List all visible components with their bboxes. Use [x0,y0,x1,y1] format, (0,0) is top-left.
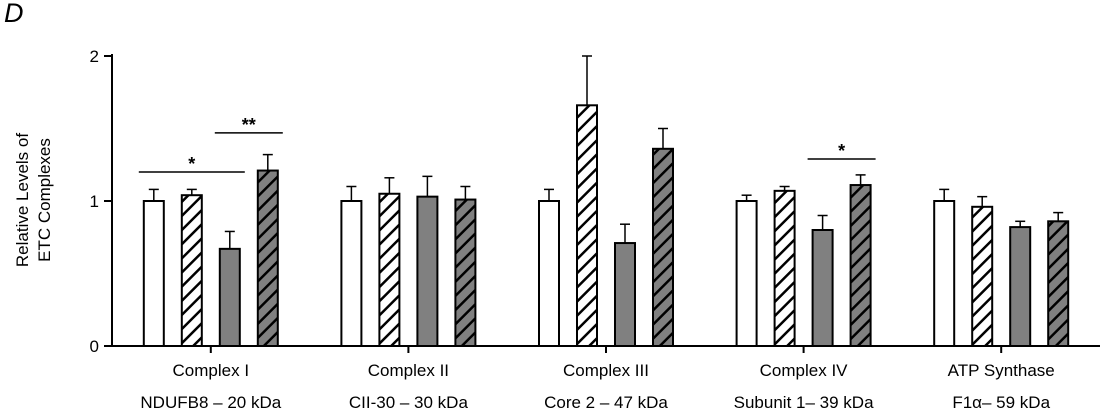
bar [933,200,956,347]
category-label: Complex III [563,361,649,380]
significance-label: * [188,154,195,174]
category-label: Complex IV [760,361,849,380]
bar [773,189,796,347]
bar [652,147,674,347]
y-axis-title: Relative Levels of ETC Complexes [13,133,54,267]
bar [1009,226,1032,348]
category-sublabel: CII-30 – 30 kDa [349,393,469,412]
category-sublabel: NDUFB8 – 20 kDa [140,393,281,412]
bar [340,200,363,347]
category-label: Complex I [173,361,250,380]
bar [849,184,872,347]
bar [142,200,165,347]
bar [218,247,241,348]
bar [811,229,834,347]
bar [180,194,203,347]
bar [378,192,401,347]
significance-label: ** [242,115,256,135]
category-sublabel: F1α– 59 kDa [952,393,1050,412]
bar [614,242,636,347]
y-tick-label: 1 [90,192,99,211]
category-label: ATP Synthase [948,361,1055,380]
category-label: Complex II [368,361,449,380]
bar [538,200,560,347]
category-sublabel: Subunit 1– 39 kDa [734,393,874,412]
panel-label: D [4,0,24,28]
bar [416,195,439,347]
bar [735,200,758,347]
bar [1047,220,1070,347]
significance-label: * [838,141,845,161]
y-tick-label: 0 [90,337,99,356]
y-axis-title-line1: Relative Levels of [13,133,32,267]
bar [454,198,477,347]
y-tick-label: 2 [90,47,99,66]
bar [576,104,598,347]
bar [971,205,994,347]
category-sublabel: Core 2 – 47 kDa [544,393,668,412]
y-axis-title-line2: ETC Complexes [35,138,54,262]
bar [256,169,279,347]
